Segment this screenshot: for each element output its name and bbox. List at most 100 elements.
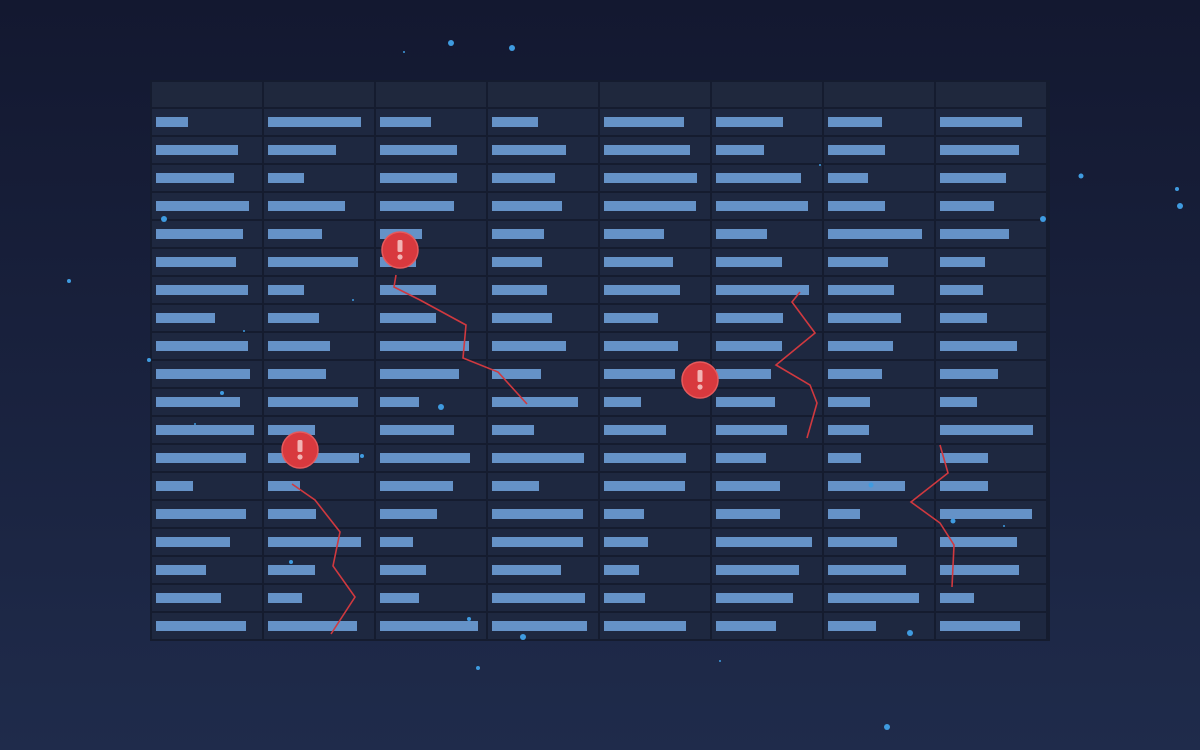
header-cell xyxy=(376,82,486,107)
particle xyxy=(438,404,444,410)
placeholder-bar xyxy=(268,341,330,351)
particle xyxy=(907,630,913,636)
placeholder-bar xyxy=(604,593,645,603)
particle xyxy=(520,634,526,640)
placeholder-bar xyxy=(156,621,246,631)
placeholder-bar xyxy=(268,621,357,631)
header-cell xyxy=(936,82,1046,107)
particle xyxy=(719,660,721,662)
placeholder-bar xyxy=(940,425,1033,435)
placeholder-bar xyxy=(604,621,686,631)
placeholder-bar xyxy=(604,257,673,267)
placeholder-bar xyxy=(156,229,243,239)
placeholder-bar xyxy=(604,341,678,351)
placeholder-bar xyxy=(604,117,684,127)
placeholder-bar xyxy=(268,145,336,155)
placeholder-bar xyxy=(492,285,547,295)
placeholder-bar xyxy=(380,453,470,463)
placeholder-bar xyxy=(940,173,1006,183)
placeholder-bar xyxy=(492,313,552,323)
placeholder-bar xyxy=(380,313,436,323)
placeholder-bar xyxy=(940,537,1017,547)
exclamation-dot xyxy=(297,454,303,460)
placeholder-bar xyxy=(268,257,358,267)
placeholder-bar xyxy=(268,173,304,183)
header-cell xyxy=(264,82,374,107)
placeholder-bar xyxy=(828,593,919,603)
placeholder-bar xyxy=(156,145,238,155)
placeholder-bar xyxy=(380,509,437,519)
placeholder-bar xyxy=(716,229,767,239)
particle xyxy=(509,45,515,51)
placeholder-bar xyxy=(156,453,246,463)
placeholder-bar xyxy=(604,537,648,547)
particle xyxy=(220,391,224,395)
error-icon xyxy=(381,231,419,269)
crack xyxy=(774,291,818,439)
placeholder-bar xyxy=(940,397,977,407)
placeholder-bar xyxy=(492,257,542,267)
exclamation-dot xyxy=(397,254,403,260)
placeholder-bar xyxy=(380,341,469,351)
placeholder-bar xyxy=(492,621,587,631)
placeholder-bar xyxy=(716,201,808,211)
placeholder-bar xyxy=(268,425,315,435)
placeholder-bar xyxy=(828,537,897,547)
placeholder-bar xyxy=(940,201,994,211)
placeholder-bar xyxy=(940,117,1022,127)
placeholder-bar xyxy=(716,453,766,463)
placeholder-bar xyxy=(156,257,236,267)
placeholder-bar xyxy=(716,397,775,407)
placeholder-bar xyxy=(716,565,799,575)
error-icon xyxy=(281,431,319,469)
placeholder-bar xyxy=(156,397,240,407)
placeholder-bar xyxy=(940,481,988,491)
placeholder-bar xyxy=(940,229,1009,239)
placeholder-bar xyxy=(940,369,998,379)
placeholder-bar xyxy=(380,145,457,155)
placeholder-bar xyxy=(268,369,326,379)
exclamation-bar xyxy=(697,370,703,382)
placeholder-bar xyxy=(380,593,419,603)
placeholder-bar xyxy=(268,481,300,491)
placeholder-bar xyxy=(828,313,901,323)
placeholder-bar xyxy=(604,229,664,239)
placeholder-bar xyxy=(268,593,302,603)
exclamation-bar xyxy=(397,240,403,252)
placeholder-bar xyxy=(716,117,783,127)
placeholder-bar xyxy=(492,425,534,435)
particle xyxy=(360,454,364,458)
particle xyxy=(352,299,354,301)
skeleton-table xyxy=(152,82,1046,639)
placeholder-bar xyxy=(828,453,861,463)
crack xyxy=(909,444,955,588)
placeholder-bar xyxy=(716,257,782,267)
placeholder-bar xyxy=(380,481,453,491)
particle xyxy=(194,423,196,425)
particle xyxy=(403,51,405,53)
header-cell xyxy=(824,82,934,107)
placeholder-bar xyxy=(156,537,230,547)
error-icon xyxy=(681,361,719,399)
placeholder-bar xyxy=(604,285,680,295)
particle xyxy=(1177,203,1183,209)
placeholder-bar xyxy=(492,565,561,575)
particle xyxy=(868,482,874,488)
placeholder-bar xyxy=(716,593,793,603)
placeholder-bar xyxy=(156,509,246,519)
placeholder-bar xyxy=(268,201,345,211)
particle xyxy=(950,518,956,524)
placeholder-bar xyxy=(716,509,780,519)
particle xyxy=(448,40,454,46)
particle xyxy=(476,666,480,670)
placeholder-bar xyxy=(940,509,1032,519)
placeholder-bar xyxy=(828,621,876,631)
placeholder-bar xyxy=(380,397,419,407)
placeholder-bar xyxy=(380,621,478,631)
particle xyxy=(467,617,471,621)
placeholder-bar xyxy=(604,481,685,491)
header-cell xyxy=(712,82,822,107)
crack xyxy=(393,274,528,405)
placeholder-bar xyxy=(940,565,1019,575)
